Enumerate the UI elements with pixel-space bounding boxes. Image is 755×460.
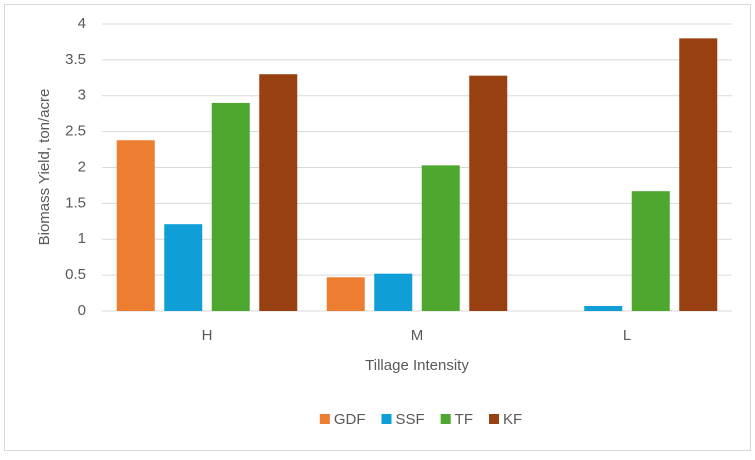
legend-swatch (319, 414, 330, 424)
bar (259, 74, 298, 311)
x-tick-label: H (202, 327, 213, 344)
bar (116, 140, 155, 311)
y-tick-label: 2 (78, 158, 86, 175)
bar (326, 277, 365, 311)
y-tick-label: 3.5 (65, 51, 86, 68)
bar (679, 38, 718, 311)
legend-swatch (489, 414, 500, 424)
bar (374, 273, 413, 311)
bar (164, 224, 203, 311)
x-tick-label: M (411, 327, 424, 344)
x-tick-label: L (623, 327, 631, 344)
y-tick-label: 0 (78, 302, 86, 319)
y-axis-title: Biomass Yield, ton/acre (36, 89, 53, 246)
x-axis-title: Tillage Intensity (365, 357, 469, 374)
bar (469, 75, 508, 311)
bar (584, 305, 623, 311)
bar (631, 191, 670, 311)
y-tick-label: 2.5 (65, 123, 86, 140)
legend-label: GDF (334, 411, 366, 428)
legend-label: KF (503, 411, 522, 428)
legend-swatch (381, 414, 392, 424)
bar (421, 165, 460, 311)
y-tick-label: 0.5 (65, 266, 86, 283)
y-tick-label: 3 (78, 87, 86, 104)
y-tick-label: 1.5 (65, 194, 86, 211)
y-tick-label: 1 (78, 230, 86, 247)
bar (211, 102, 250, 311)
legend-swatch (440, 414, 451, 424)
y-tick-label: 4 (78, 15, 86, 32)
legend-label: SSF (395, 411, 424, 428)
legend-label: TF (455, 411, 473, 428)
